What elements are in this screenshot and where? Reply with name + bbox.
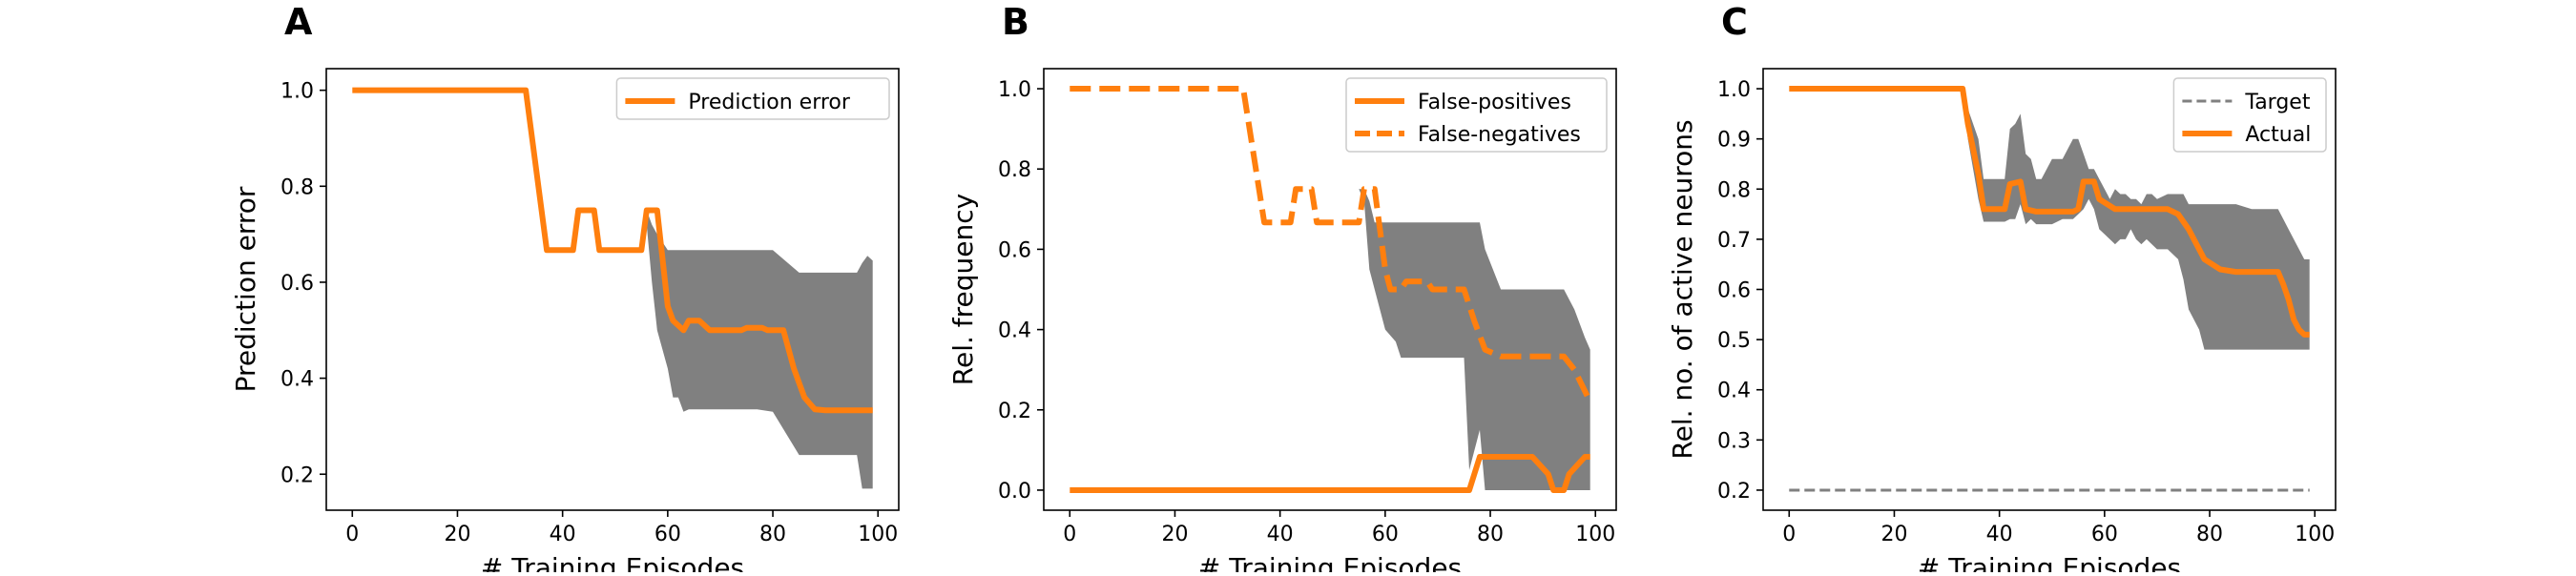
x-axis-label: # Training Episodes bbox=[1198, 552, 1462, 572]
x-tick-label: 80 bbox=[2196, 523, 2223, 546]
y-axis-label: Rel. no. of active neurons bbox=[1667, 119, 1698, 459]
x-tick-label: 60 bbox=[654, 523, 681, 546]
chart-panel-a: A 0 20 40 60 80 100 0.2 0.4 0.6 0.8 1.0 # Training E… bbox=[230, 1, 900, 576]
legend-label: False-negatives bbox=[1418, 123, 1581, 147]
plot-area bbox=[352, 87, 873, 489]
x-tick-label: 0 bbox=[345, 523, 359, 546]
x-axis-label: # Training Episodes bbox=[481, 552, 744, 572]
y-tick-label: 0.3 bbox=[1717, 429, 1751, 453]
legend-label: Prediction error bbox=[688, 91, 850, 114]
panel-label: B bbox=[1002, 1, 1029, 43]
plot-area bbox=[1070, 86, 1593, 493]
series-line-1 bbox=[1789, 86, 2310, 338]
axes-frame bbox=[325, 68, 900, 511]
chart-panel-b: B 0 20 40 60 80 100 0.0 0.2 0.4 0.6 0.8 1.0 # Trainin… bbox=[947, 1, 1617, 576]
y-axis-label: Prediction error bbox=[230, 186, 261, 392]
legend: Prediction error bbox=[615, 77, 890, 120]
chart-panel-c: C 0 20 40 60 80 100 0.2 0.3 0.4 0.5 0.6 0.7 0.8 0.9 1.0… bbox=[1667, 1, 2337, 576]
legend: Target Actual bbox=[2172, 77, 2327, 153]
y-tick-label: 0.6 bbox=[1717, 279, 1751, 303]
panel-label: C bbox=[1721, 1, 1748, 43]
x-tick-label: 100 bbox=[1575, 523, 1615, 546]
series-line-1 bbox=[1070, 454, 1590, 493]
std-band bbox=[1963, 89, 2310, 350]
legend-box bbox=[615, 77, 890, 120]
y-tick-label: 0.6 bbox=[280, 272, 314, 296]
y-tick-label: 1.0 bbox=[1717, 78, 1751, 102]
y-tick-label: 1.0 bbox=[280, 80, 314, 104]
legend-box bbox=[1345, 77, 1608, 153]
x-tick-label: 100 bbox=[2295, 523, 2335, 546]
x-tick-label: 80 bbox=[759, 523, 786, 546]
std-band bbox=[1359, 189, 1590, 491]
y-tick-label: 0.9 bbox=[1717, 129, 1751, 153]
y-tick-label: 0.8 bbox=[1717, 178, 1751, 202]
x-tick-label: 60 bbox=[2091, 523, 2118, 546]
legend-label: False-positives bbox=[1418, 91, 1571, 114]
y-tick-label: 0.2 bbox=[1717, 480, 1751, 504]
legend: False-positives False-negatives bbox=[1345, 77, 1608, 153]
y-tick-label: 0.2 bbox=[280, 463, 314, 487]
y-tick-label: 0.5 bbox=[1717, 329, 1751, 353]
x-tick-label: 40 bbox=[1986, 523, 2013, 546]
x-tick-label: 20 bbox=[1880, 523, 1907, 546]
y-tick-label: 0.8 bbox=[280, 175, 314, 199]
series-line-2 bbox=[1070, 86, 1593, 403]
x-axis-label: # Training Episodes bbox=[1918, 552, 2181, 572]
y-tick-label: 1.0 bbox=[998, 78, 1031, 102]
y-tick-label: 0.2 bbox=[998, 400, 1031, 423]
plot-area bbox=[1789, 86, 2310, 492]
panel-label: A bbox=[284, 1, 313, 43]
y-tick-label: 0.0 bbox=[998, 480, 1031, 504]
y-tick-label: 0.6 bbox=[998, 238, 1031, 262]
x-tick-label: 100 bbox=[858, 523, 898, 546]
y-tick-label: 0.4 bbox=[998, 319, 1031, 343]
series-line-1 bbox=[352, 87, 873, 414]
x-tick-label: 20 bbox=[1161, 523, 1188, 546]
x-tick-label: 40 bbox=[550, 523, 576, 546]
x-tick-label: 40 bbox=[1267, 523, 1294, 546]
x-tick-label: 0 bbox=[1063, 523, 1076, 546]
legend-label: Actual bbox=[2245, 123, 2311, 147]
x-tick-label: 60 bbox=[1372, 523, 1399, 546]
x-tick-label: 80 bbox=[1477, 523, 1504, 546]
y-tick-label: 0.8 bbox=[998, 158, 1031, 182]
x-tick-label: 0 bbox=[1782, 523, 1796, 546]
x-tick-label: 20 bbox=[444, 523, 470, 546]
axes-frame bbox=[1043, 68, 1617, 511]
y-axis-label: Rel. frequency bbox=[947, 194, 979, 385]
y-tick-label: 0.4 bbox=[280, 368, 314, 392]
legend-label: Target bbox=[2244, 91, 2310, 114]
y-tick-label: 0.4 bbox=[1717, 380, 1751, 403]
y-tick-label: 0.7 bbox=[1717, 229, 1751, 253]
std-band bbox=[646, 210, 873, 489]
